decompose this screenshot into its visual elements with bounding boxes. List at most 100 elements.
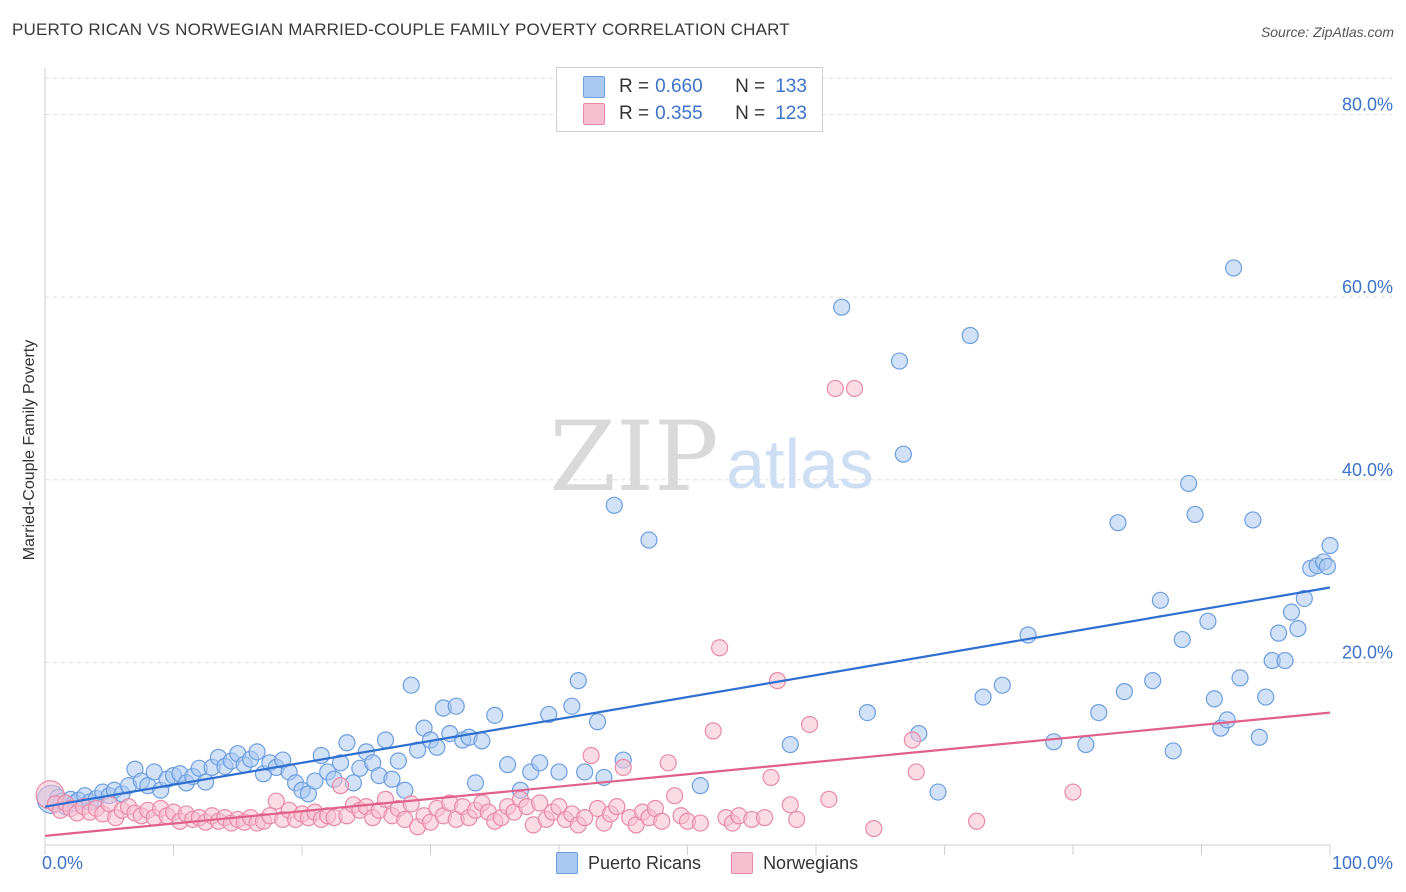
data-point	[704, 722, 722, 740]
data-point	[499, 756, 517, 774]
data-point	[820, 790, 838, 808]
data-point	[711, 639, 729, 657]
data-point	[1115, 682, 1134, 701]
data-point	[907, 763, 925, 781]
legend-n-value: 123	[775, 103, 807, 124]
data-point	[666, 787, 684, 805]
data-point	[576, 809, 594, 827]
data-point	[691, 814, 709, 832]
data-point	[1282, 603, 1301, 621]
data-point	[691, 777, 709, 795]
data-point	[531, 754, 549, 772]
data-point	[486, 706, 504, 724]
data-point	[781, 796, 799, 814]
legend-n-label: N =	[735, 76, 766, 97]
data-point	[1180, 474, 1198, 493]
data-point	[402, 676, 420, 694]
y-axis-label-container: Married-Couple Family Poverty	[18, 300, 42, 600]
data-point	[1109, 514, 1127, 532]
data-point	[550, 763, 568, 781]
data-point	[1244, 511, 1262, 529]
legend-row-puerto-ricans: R = 0.660 N = 133	[583, 76, 807, 98]
data-point	[993, 676, 1011, 694]
chart-source: Source: ZipAtlas.com	[1260, 24, 1394, 40]
data-point	[614, 758, 632, 776]
data-point	[903, 731, 921, 749]
data-point	[1144, 672, 1162, 690]
data-point	[1205, 690, 1223, 708]
data-point	[376, 731, 395, 749]
legend-r-value: 0.660	[655, 76, 703, 97]
data-point	[563, 697, 581, 715]
data-point	[402, 795, 420, 813]
legend-n-value: 133	[775, 76, 807, 97]
data-point	[1321, 536, 1339, 555]
data-point	[383, 770, 401, 788]
data-point	[531, 794, 549, 812]
data-point	[1289, 619, 1307, 638]
legend-label: Puerto Ricans	[588, 852, 702, 873]
data-point	[826, 379, 844, 398]
data-point	[1231, 669, 1249, 687]
data-point	[858, 704, 877, 722]
legend-swatch	[731, 852, 754, 874]
data-point	[447, 697, 465, 715]
data-point	[653, 812, 671, 830]
trend-line-norwegians	[44, 711, 1331, 837]
legend-r-label: R =	[619, 103, 650, 124]
data-point	[267, 792, 285, 810]
data-point	[540, 705, 558, 724]
legend-swatch-puerto-ricans	[583, 76, 605, 98]
watermark-zip: ZIP	[549, 401, 718, 513]
data-point	[762, 768, 780, 787]
legend-swatch-norwegians	[583, 103, 605, 125]
legend-item-puerto-ricans[interactable]: Puerto Ricans	[556, 852, 701, 874]
data-point	[1276, 651, 1294, 670]
y-axis-label: Married-Couple Family Poverty	[21, 339, 38, 561]
data-point	[1077, 735, 1095, 754]
data-point	[865, 819, 883, 838]
data-point	[197, 773, 215, 791]
legend-item-norwegians[interactable]: Norwegians	[731, 852, 858, 874]
data-point	[1090, 704, 1108, 722]
data-point	[605, 496, 623, 514]
legend-r-value: 0.355	[655, 103, 703, 124]
x-tick-label: 100.0%	[1332, 853, 1393, 873]
data-point	[466, 774, 485, 792]
data-point	[1295, 589, 1313, 608]
data-point	[1257, 688, 1275, 706]
data-point	[1173, 630, 1191, 649]
data-point	[248, 743, 266, 761]
data-point	[145, 763, 163, 781]
trend-lines	[44, 586, 1331, 837]
legend-n-label: N =	[735, 103, 766, 124]
data-point	[755, 809, 774, 827]
data-point	[331, 777, 350, 795]
watermark-atlas: atlas	[726, 425, 874, 503]
data-point	[1318, 557, 1337, 576]
data-point	[389, 752, 407, 770]
data-point	[338, 734, 356, 752]
y-tick-label: 20.0%	[1342, 642, 1393, 662]
grid-lines	[45, 77, 1392, 663]
data-point	[800, 715, 819, 734]
y-tick-label: 40.0%	[1342, 460, 1393, 480]
x-tick-label: 0.0%	[42, 853, 83, 873]
data-point	[968, 812, 986, 830]
stats-legend: R = 0.660 N = 133 R = 0.355 N = 123	[556, 67, 823, 132]
series-legend: Puerto Ricans Norwegians	[556, 852, 888, 874]
data-point	[1164, 742, 1182, 760]
data-point	[929, 783, 947, 801]
data-point	[894, 445, 912, 463]
data-point	[1218, 711, 1236, 729]
y-tick-label: 80.0%	[1342, 95, 1393, 115]
legend-swatch	[556, 852, 578, 874]
data-point	[659, 754, 677, 772]
data-point	[1250, 728, 1268, 746]
data-point	[306, 772, 324, 790]
data-points	[35, 259, 1339, 838]
data-point	[582, 746, 600, 765]
data-point	[1045, 733, 1063, 751]
data-point	[961, 326, 979, 345]
